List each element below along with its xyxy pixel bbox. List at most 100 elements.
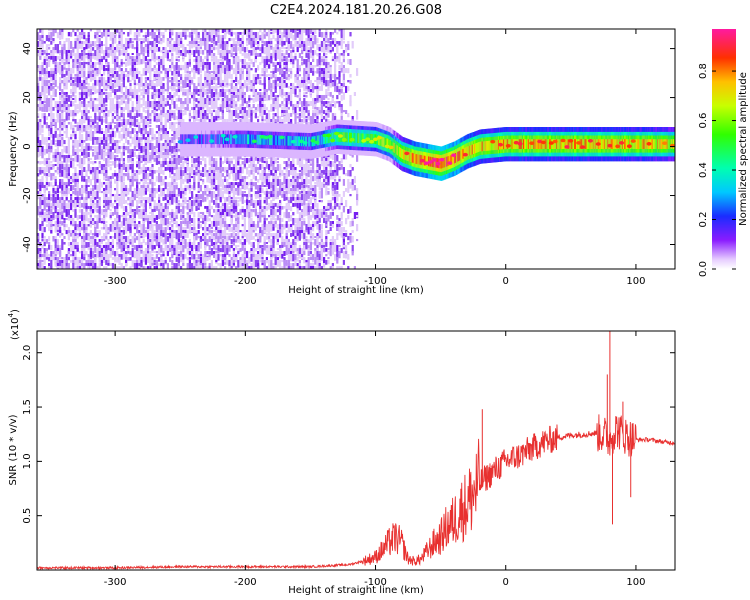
heatmap-noise-cell: [37, 194, 40, 200]
heatmap-noise-cell: [45, 149, 48, 154]
heatmap-noise-cell: [116, 62, 119, 68]
heatmap-noise-cell: [235, 95, 238, 98]
heatmap-noise-cell: [111, 83, 114, 86]
heatmap-noise-cell: [235, 200, 238, 208]
heatmap-noise-cell: [149, 116, 152, 120]
heatmap-noise-cell: [78, 53, 81, 59]
heatmap-noise-cell: [188, 263, 191, 269]
heatmap-noise-cell: [129, 230, 132, 234]
heatmap-noise-cell: [151, 131, 154, 137]
heatmap-noise-cell: [166, 212, 169, 216]
heatmap-noise-cell: [140, 137, 143, 142]
heatmap-noise-cell: [109, 137, 112, 144]
heatmap-noise-cell: [177, 35, 180, 40]
heatmap-noise-cell: [171, 218, 174, 223]
heatmap-noise-cell: [120, 122, 123, 127]
heatmap-noise-cell: [162, 194, 165, 197]
heatmap-noise-cell: [37, 254, 40, 259]
heatmap-noise-cell: [100, 239, 103, 242]
heatmap-noise-cell: [173, 44, 176, 50]
heatmap-noise-cell: [184, 236, 187, 238]
heatmap-noise-cell: [248, 203, 251, 209]
heatmap-noise-cell: [109, 161, 112, 164]
heatmap-noise-cell: [56, 194, 59, 201]
heatmap-noise-cell: [87, 110, 90, 114]
heatmap-noise-cell: [177, 158, 180, 165]
heatmap-noise-cell: [144, 185, 147, 191]
heatmap-noise-cell: [63, 77, 66, 84]
heatmap-noise-cell: [76, 62, 79, 65]
heatmap-noise-cell: [186, 104, 189, 110]
heatmap-noise-cell: [81, 245, 84, 249]
heatmap-noise-cell: [125, 257, 128, 261]
heatmap-noise-cell: [129, 134, 132, 137]
heatmap-noise-cell: [226, 239, 229, 242]
heatmap-noise-cell: [140, 233, 143, 236]
heatmap-noise-cell: [175, 167, 178, 170]
heatmap-noise-cell: [173, 158, 176, 165]
heatmap-noise-cell: [202, 116, 205, 121]
heatmap-noise-cell: [52, 80, 55, 85]
heatmap-noise-cell: [206, 257, 209, 261]
heatmap-noise-cell: [120, 62, 123, 65]
heatmap-noise-cell: [182, 65, 185, 70]
heatmap-noise-cell: [48, 206, 51, 212]
heatmap-noise-cell: [67, 263, 70, 269]
heatmap-noise-cell: [120, 197, 123, 201]
heatmap-noise-cell: [54, 92, 57, 95]
heatmap-noise-cell: [151, 218, 154, 223]
heatmap-noise-cell: [100, 242, 103, 245]
heatmap-noise-cell: [232, 53, 235, 56]
heatmap-noise-cell: [39, 185, 42, 192]
heatmap-noise-cell: [54, 194, 57, 197]
heatmap-noise-cell: [63, 131, 66, 134]
heatmap-noise-cell: [162, 161, 165, 168]
heatmap-noise-cell: [70, 215, 73, 221]
heatmap-noise-cell: [195, 236, 198, 241]
heatmap-noise-cell: [217, 170, 220, 178]
heatmap-noise-cell: [39, 260, 42, 268]
heatmap-noise-cell: [52, 224, 55, 227]
heatmap-noise-cell: [67, 143, 70, 147]
heatmap-noise-cell: [92, 266, 95, 269]
heatmap-noise-cell: [89, 95, 92, 99]
heatmap-noise-cell: [61, 110, 64, 114]
heatmap-noise-cell: [175, 197, 178, 204]
heatmap-noise-cell: [41, 266, 44, 269]
heatmap-noise-cell: [155, 206, 158, 211]
heatmap-noise-cell: [109, 263, 112, 266]
heatmap-noise-cell: [180, 266, 183, 269]
heatmap-noise-cell: [111, 38, 114, 45]
heatmap-noise-cell: [136, 62, 139, 65]
heatmap-noise-cell: [122, 173, 125, 176]
heatmap-noise-cell: [257, 41, 260, 47]
heatmap-noise-cell: [226, 209, 229, 212]
heatmap-noise-cell: [72, 65, 75, 69]
heatmap-noise-cell: [215, 248, 218, 251]
heatmap-noise-cell: [252, 74, 255, 77]
heatmap-noise-cell: [125, 194, 128, 197]
heatmap-noise-cell: [138, 230, 141, 235]
heatmap-noise-cell: [254, 248, 257, 252]
heatmap-noise-cell: [125, 263, 128, 267]
heatmap-noise-cell: [250, 185, 253, 190]
heatmap-noise-cell: [173, 86, 176, 89]
heatmap-noise-cell: [248, 113, 251, 118]
heatmap-noise-cell: [204, 185, 207, 190]
heatmap-noise-cell: [158, 131, 161, 137]
heatmap-noise-cell: [162, 89, 165, 95]
heatmap-noise-cell: [166, 164, 169, 167]
heatmap-noise-cell: [147, 185, 150, 190]
heatmap-noise-cell: [177, 155, 180, 161]
heatmap-noise-cell: [92, 185, 95, 188]
heatmap-noise-cell: [219, 239, 222, 245]
heatmap-noise-cell: [41, 254, 44, 258]
heatmap-noise-cell: [61, 74, 64, 79]
heatmap-noise-cell: [239, 197, 242, 202]
heatmap-noise-cell: [182, 263, 185, 266]
heatmap-noise-cell: [250, 242, 253, 248]
heatmap-noise-cell: [215, 74, 218, 80]
heatmap-noise-cell: [186, 29, 189, 32]
heatmap-noise-cell: [191, 161, 194, 164]
heatmap-noise-cell: [87, 176, 90, 181]
